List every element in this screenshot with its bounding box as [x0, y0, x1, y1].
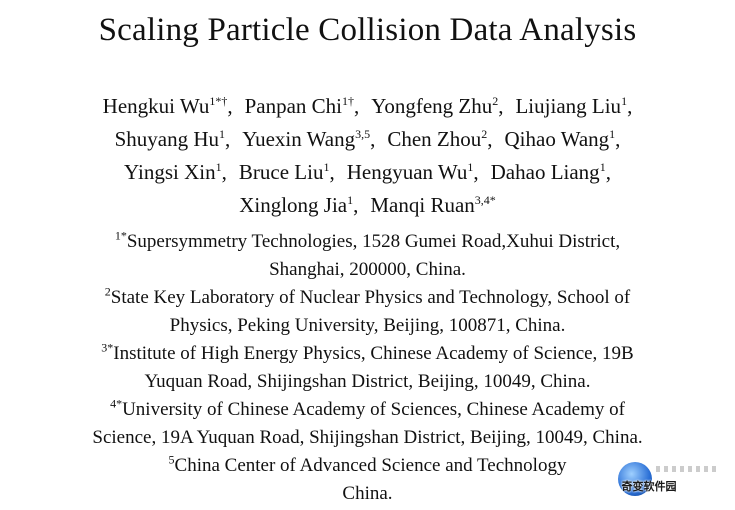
author-name: Yingsi Xin: [124, 160, 216, 184]
author-affiliation-mark: 1*†: [209, 94, 228, 108]
author-name: Yongfeng Zhu: [371, 94, 493, 118]
author-separator: ,: [473, 160, 479, 184]
author: Bruce Liu1,: [239, 160, 335, 184]
affiliation-text: Physics, Peking University, Beijing, 100…: [169, 315, 566, 336]
author: Xinglong Jia1,: [239, 193, 358, 217]
author-name: Liujiang Liu: [515, 94, 622, 118]
watermark-stripes: [656, 466, 716, 472]
author-separator: ,: [615, 127, 621, 151]
author: Hengyuan Wu1,: [347, 160, 479, 184]
author-name: Chen Zhou: [387, 127, 482, 151]
author-affiliation-mark: 2: [492, 94, 499, 108]
author: Yongfeng Zhu2,: [371, 94, 503, 118]
author-name: Bruce Liu: [238, 160, 324, 184]
affiliation-line: 3*Institute of High Energy Physics, Chin…: [0, 340, 735, 368]
author-name: Qihao Wang: [504, 127, 610, 151]
author-name: Shuyang Hu: [114, 127, 220, 151]
author: Yingsi Xin1,: [124, 160, 227, 184]
author: Shuyang Hu1,: [115, 127, 231, 151]
author-affiliation-mark: 1†: [342, 94, 355, 108]
author-separator: ,: [354, 94, 360, 118]
author-separator: ,: [498, 94, 504, 118]
affiliation-mark: 5: [168, 452, 175, 467]
author-name: Xinglong Jia: [239, 193, 348, 217]
author: Qihao Wang1,: [505, 127, 621, 151]
affiliation-text: University of Chinese Academy of Science…: [122, 399, 625, 420]
author-separator: ,: [605, 160, 611, 184]
author-separator: ,: [487, 127, 493, 151]
affiliation-line: 5China Center of Advanced Science and Te…: [0, 452, 735, 480]
author-name: Hengyuan Wu: [346, 160, 468, 184]
affiliation-line: Physics, Peking University, Beijing, 100…: [0, 312, 735, 340]
affiliation-list: 1*Supersymmetry Technologies, 1528 Gumei…: [0, 228, 735, 508]
author-separator: ,: [370, 127, 376, 151]
affiliation-text: Supersymmetry Technologies, 1528 Gumei R…: [126, 231, 621, 252]
affiliation-mark: 2: [104, 284, 111, 299]
author-line: Yingsi Xin1, Bruce Liu1, Hengyuan Wu1, Daha…: [0, 156, 735, 189]
author-affiliation-mark: 3,4*: [474, 193, 496, 207]
author-line: Shuyang Hu1, Yuexin Wang3,5, Chen Zhou2, Qi…: [0, 123, 735, 156]
author-name: Hengkui Wu: [102, 94, 210, 118]
affiliation-line: China.: [0, 480, 735, 508]
author-list: Hengkui Wu1*†, Panpan Chi1†, Yongfeng Zhu2…: [0, 90, 735, 222]
affiliation-text: Science, 19A Yuquan Road, Shijingshan Di…: [92, 427, 643, 448]
affiliation-line: 2State Key Laboratory of Nuclear Physics…: [0, 284, 735, 312]
author-affiliation-mark: 1: [609, 127, 616, 141]
affiliation-line: Science, 19A Yuquan Road, Shijingshan Di…: [0, 424, 735, 452]
author-separator: ,: [227, 94, 233, 118]
author-affiliation-mark: 1: [219, 127, 226, 141]
globe-logo-icon: [618, 462, 652, 496]
affiliation-text: China.: [342, 483, 393, 504]
author-affiliation-mark: 1: [215, 160, 222, 174]
watermark-text: 奇变软件园: [621, 480, 677, 493]
affiliation-line: 1*Supersymmetry Technologies, 1528 Gumei…: [0, 228, 735, 256]
affiliation-mark: 4*: [110, 396, 123, 411]
paper-title: Scaling Particle Collision Data Analysis: [98, 12, 637, 48]
author-name: Dahao Liang: [490, 160, 600, 184]
author-separator: ,: [329, 160, 335, 184]
author-affiliation-mark: 3,5: [355, 127, 371, 141]
affiliation-mark: 1*: [114, 228, 127, 243]
author-affiliation-mark: 1: [599, 160, 606, 174]
affiliation-text: China Center of Advanced Science and Tec…: [174, 455, 567, 476]
affiliation-text: State Key Laboratory of Nuclear Physics …: [110, 287, 631, 308]
author-separator: ,: [221, 160, 227, 184]
author-line: Xinglong Jia1, Manqi Ruan3,4*: [0, 189, 735, 222]
watermark: 奇变软件园: [604, 458, 726, 500]
affiliation-line: Shanghai, 200000, China.: [0, 256, 735, 284]
author-affiliation-mark: 1: [347, 193, 354, 207]
author: Manqi Ruan3,4*: [370, 193, 495, 217]
affiliation-text: Yuquan Road, Shijingshan District, Beiji…: [144, 371, 591, 392]
author-name: Manqi Ruan: [370, 193, 475, 217]
affiliation-text: Institute of High Energy Physics, Chines…: [113, 343, 634, 364]
author-name: Panpan Chi: [244, 94, 343, 118]
author: Panpan Chi1†,: [245, 94, 360, 118]
affiliation-mark: 3*: [101, 340, 114, 355]
affiliation-text: Shanghai, 200000, China.: [269, 259, 466, 280]
author-name: Yuexin Wang: [242, 127, 356, 151]
author-line: Hengkui Wu1*†, Panpan Chi1†, Yongfeng Zhu2…: [0, 90, 735, 123]
author-affiliation-mark: 1: [467, 160, 474, 174]
author-affiliation-mark: 1: [323, 160, 330, 174]
affiliation-line: 4*University of Chinese Academy of Scien…: [0, 396, 735, 424]
author-separator: ,: [225, 127, 231, 151]
author-separator: ,: [627, 94, 633, 118]
author-affiliation-mark: 1: [621, 94, 628, 108]
author: Dahao Liang1,: [491, 160, 611, 184]
author-affiliation-mark: 2: [481, 127, 488, 141]
author-separator: ,: [353, 193, 359, 217]
author: Chen Zhou2,: [387, 127, 492, 151]
affiliation-line: Yuquan Road, Shijingshan District, Beiji…: [0, 368, 735, 396]
author: Liujiang Liu1,: [515, 94, 632, 118]
author: Hengkui Wu1*†,: [103, 94, 233, 118]
author: Yuexin Wang3,5,: [242, 127, 375, 151]
